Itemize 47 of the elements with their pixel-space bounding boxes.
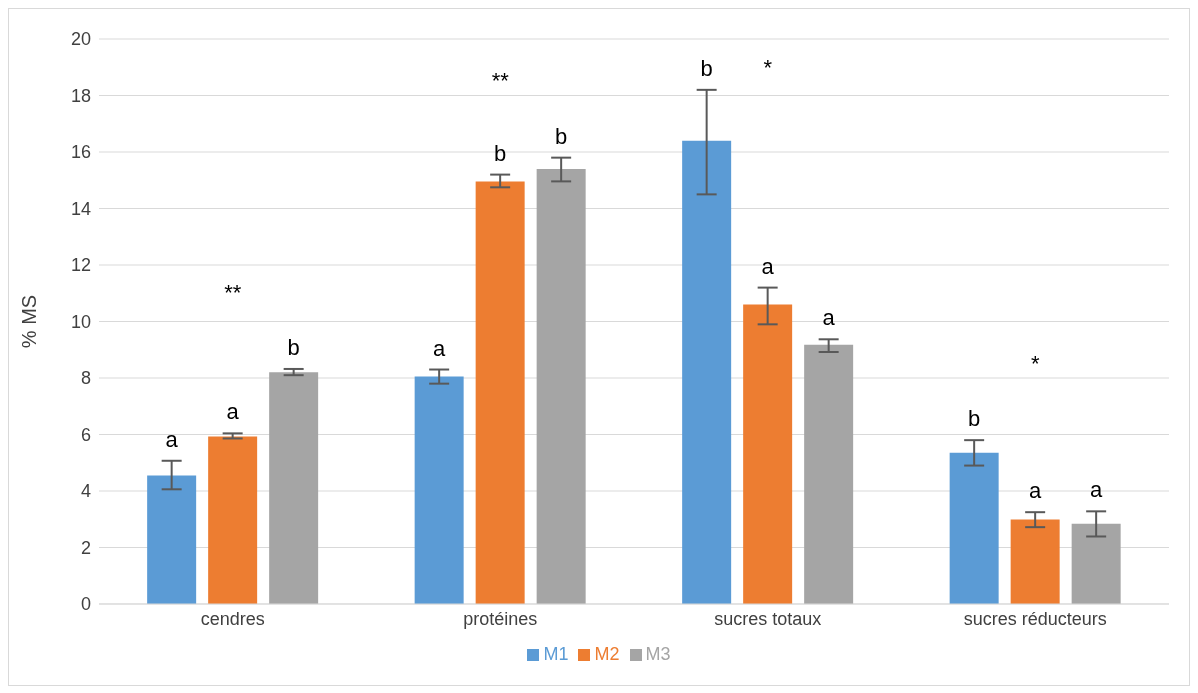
bar	[475, 181, 525, 604]
y-tick-label: 0	[80, 594, 91, 615]
y-tick-label: 8	[80, 368, 91, 389]
data-label: b	[287, 334, 300, 360]
y-tick-label: 20	[70, 29, 91, 50]
annotation: *	[1030, 350, 1040, 376]
y-tick-label: 10	[70, 311, 91, 332]
bar	[536, 168, 586, 604]
bar	[743, 304, 793, 604]
y-tick-label: 6	[80, 424, 91, 445]
bar	[949, 452, 999, 604]
bar	[269, 372, 319, 604]
data-label: a	[822, 305, 836, 331]
x-tick-label: protéines	[463, 608, 538, 629]
y-tick-label: 12	[70, 255, 91, 276]
annotation: **	[491, 68, 510, 94]
legend-label: M1	[543, 644, 569, 664]
bar	[1071, 523, 1121, 604]
data-label: a	[1090, 477, 1104, 503]
annotation: **	[224, 279, 242, 305]
y-tick-label: 14	[70, 198, 91, 219]
y-tick-label: 16	[70, 142, 91, 163]
data-label: b	[555, 123, 568, 149]
data-label: a	[1029, 478, 1043, 504]
data-label: b	[494, 140, 507, 166]
legend-label: M2	[594, 644, 620, 664]
bar	[147, 475, 197, 604]
legend-label: M3	[645, 644, 671, 664]
bar	[1010, 519, 1060, 604]
data-label: b	[700, 55, 713, 81]
data-label: a	[165, 426, 179, 452]
bar	[208, 436, 258, 604]
y-tick-label: 2	[80, 537, 91, 558]
data-label: b	[968, 406, 981, 432]
bar	[682, 140, 732, 604]
x-tick-label: cendres	[200, 608, 265, 629]
data-label: a	[226, 399, 240, 425]
bar	[414, 376, 464, 604]
y-tick-label: 18	[70, 85, 91, 106]
x-tick-label: sucres totaux	[714, 608, 822, 629]
data-label: a	[761, 253, 775, 279]
y-tick-label: 4	[80, 481, 91, 502]
annotation: *	[763, 54, 773, 80]
y-axis-title: % MS	[18, 294, 41, 349]
bar	[804, 344, 854, 604]
data-label: a	[433, 335, 447, 361]
x-tick-label: sucres réducteurs	[963, 608, 1107, 629]
